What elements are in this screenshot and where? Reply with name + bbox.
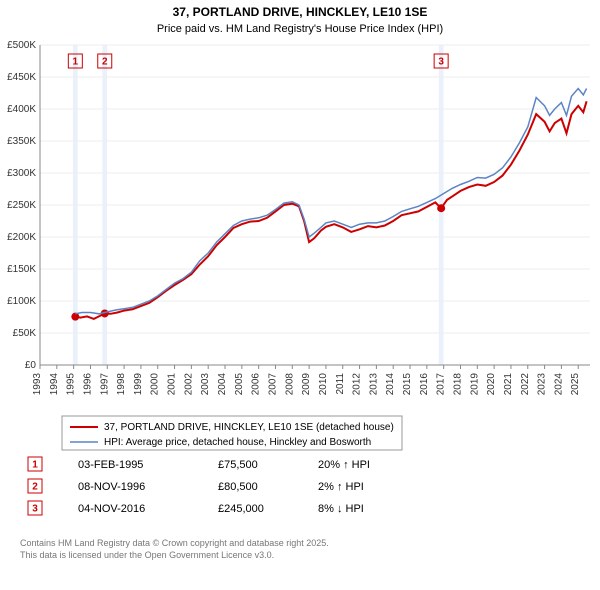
x-tick-label: 2002 (183, 373, 194, 396)
sale-index-number: 2 (102, 57, 108, 68)
x-tick-label: 1999 (133, 373, 144, 396)
y-tick-label: £350K (7, 136, 36, 147)
y-tick-label: £100K (7, 296, 36, 307)
x-tick-label: 2001 (167, 373, 178, 396)
sale-row-price: £80,500 (218, 481, 258, 493)
sale-row-price: £75,500 (218, 459, 258, 471)
x-tick-label: 2018 (452, 373, 463, 396)
sale-index-number: 3 (438, 57, 444, 68)
x-tick-label: 1994 (49, 373, 60, 396)
x-tick-label: 2010 (318, 373, 329, 396)
y-tick-label: £500K (7, 40, 36, 51)
chart-title-line1: 37, PORTLAND DRIVE, HINCKLEY, LE10 1SE (173, 5, 428, 19)
sale-row-pct: 8% ↓ HPI (318, 503, 364, 515)
x-tick-label: 2005 (234, 373, 245, 396)
sale-index-number: 1 (73, 57, 79, 68)
x-tick-label: 1996 (82, 373, 93, 396)
y-tick-label: £300K (7, 168, 36, 179)
x-tick-label: 2020 (486, 373, 497, 396)
x-tick-label: 2015 (402, 373, 413, 396)
x-tick-label: 2016 (419, 373, 430, 396)
sale-marker (437, 204, 445, 212)
chart-svg: 37, PORTLAND DRIVE, HINCKLEY, LE10 1SE Pr… (0, 0, 600, 590)
x-tick-label: 2006 (251, 373, 262, 396)
chart-title-line2: Price paid vs. HM Land Registry's House … (157, 23, 443, 35)
sale-row-date: 08-NOV-1996 (78, 481, 145, 493)
x-tick-label: 2000 (150, 373, 161, 396)
footer-line2: This data is licensed under the Open Gov… (20, 550, 274, 560)
x-tick-label: 2017 (436, 373, 447, 396)
x-tick-label: 2007 (267, 373, 278, 396)
y-tick-label: £250K (7, 200, 36, 211)
sale-row-pct: 2% ↑ HPI (318, 481, 364, 493)
x-tick-label: 1993 (32, 373, 43, 396)
sale-row-date: 03-FEB-1995 (78, 459, 143, 471)
x-tick-label: 2025 (570, 373, 581, 396)
y-tick-label: £450K (7, 72, 36, 83)
x-tick-label: 1997 (99, 373, 110, 396)
x-tick-label: 2024 (553, 373, 564, 396)
x-tick-label: 2003 (200, 373, 211, 396)
y-tick-label: £0 (25, 360, 37, 371)
x-tick-label: 2021 (503, 373, 514, 396)
x-tick-label: 1998 (116, 373, 127, 396)
x-tick-label: 2009 (301, 373, 312, 396)
x-tick-label: 2023 (537, 373, 548, 396)
legend-label: HPI: Average price, detached house, Hinc… (104, 437, 371, 448)
x-tick-label: 2004 (217, 373, 228, 396)
x-tick-label: 2014 (385, 373, 396, 396)
y-tick-label: £400K (7, 104, 36, 115)
y-tick-label: £150K (7, 264, 36, 275)
sale-row-price: £245,000 (218, 503, 264, 515)
x-tick-label: 2022 (520, 373, 531, 396)
x-tick-label: 2013 (368, 373, 379, 396)
x-tick-label: 2012 (352, 373, 363, 396)
x-tick-label: 1995 (66, 373, 77, 396)
sale-row-index: 2 (32, 482, 38, 493)
sale-row-index: 1 (32, 460, 38, 471)
x-tick-label: 2011 (335, 373, 346, 395)
legend-label: 37, PORTLAND DRIVE, HINCKLEY, LE10 1SE (… (104, 422, 394, 433)
x-tick-label: 2008 (284, 373, 295, 396)
y-tick-label: £200K (7, 232, 36, 243)
footer-line1: Contains HM Land Registry data © Crown c… (20, 538, 329, 548)
sale-row-pct: 20% ↑ HPI (318, 459, 370, 471)
sale-row-date: 04-NOV-2016 (78, 503, 145, 515)
x-tick-label: 2019 (469, 373, 480, 396)
y-tick-label: £50K (13, 328, 37, 339)
house-price-chart: 37, PORTLAND DRIVE, HINCKLEY, LE10 1SE Pr… (0, 0, 600, 590)
sale-row-index: 3 (32, 504, 38, 515)
